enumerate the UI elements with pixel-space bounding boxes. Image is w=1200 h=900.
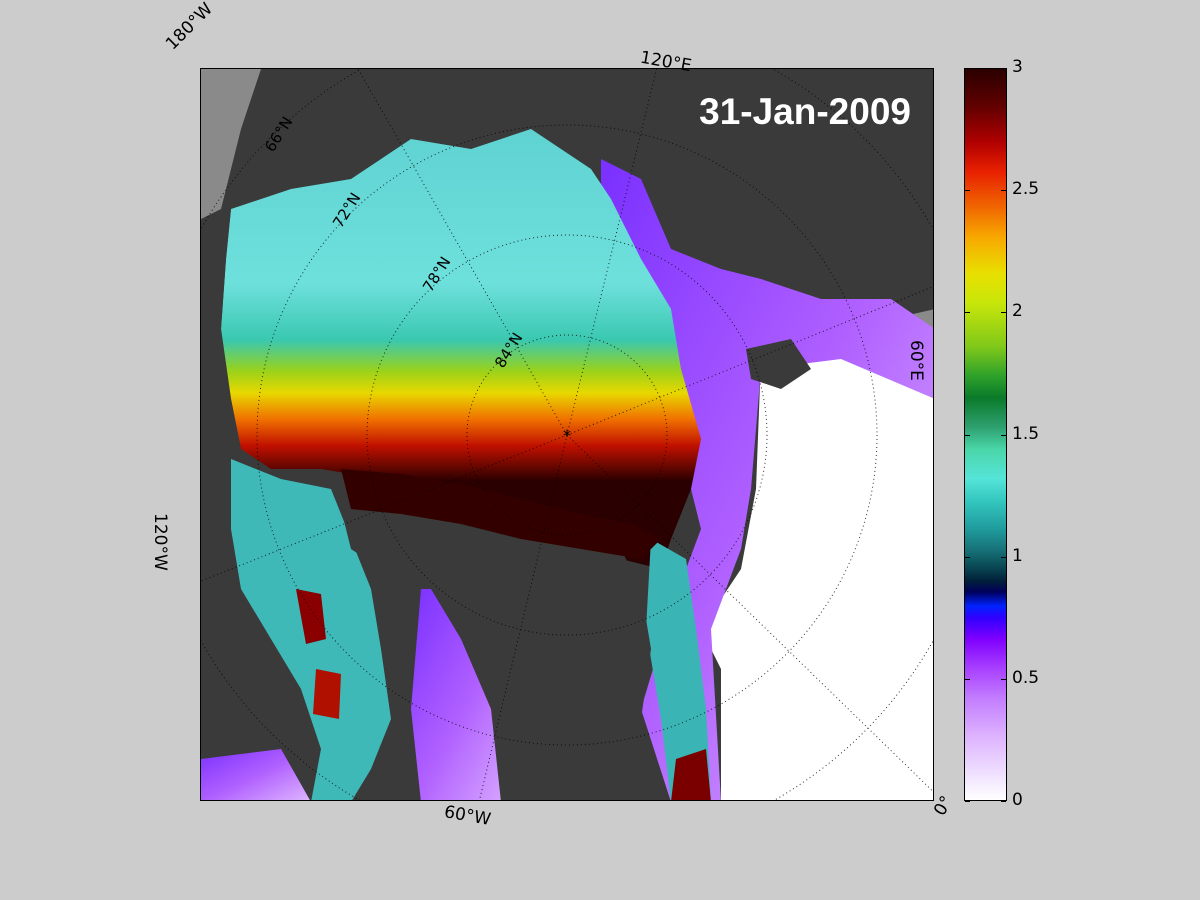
- colorbar-tick-mark: [965, 190, 970, 192]
- colorbar-tick-mark: [965, 312, 970, 314]
- pole-marker: *: [563, 426, 571, 445]
- colorbar-tick-mark: [1001, 312, 1006, 314]
- lon-label-0: 0°: [930, 792, 958, 820]
- colorbar-tick-mark: [1001, 434, 1006, 436]
- colorbar-tick-mark: [1001, 678, 1006, 680]
- colorbar-tick-label: 1.5: [1012, 423, 1040, 444]
- east-greenland-ice: [646, 539, 711, 800]
- colorbar-tick-mark: [965, 678, 970, 680]
- colorbar-tick-mark: [1001, 68, 1006, 69]
- thick-ice-archipelago: [296, 589, 326, 644]
- colorbar-tick-label: 0: [1012, 790, 1023, 810]
- colorbar-tick-mark: [1001, 801, 1006, 802]
- graticule: [201, 69, 933, 800]
- colorbar-tick-mark: [965, 556, 970, 558]
- greenland-land: [341, 499, 651, 800]
- colorbar-tick-mark: [965, 801, 970, 802]
- east-greenland-thick: [671, 749, 711, 800]
- colorbar-tick-label: 0.5: [1012, 667, 1040, 688]
- lon-label-60w: 60°W: [442, 802, 493, 830]
- lon-label-120w: 120°W: [150, 513, 170, 571]
- lon-label-60e: 60°E: [906, 340, 926, 381]
- svalbard-land: [746, 339, 811, 389]
- siberia-land: [631, 69, 933, 299]
- lon-label-180w: 180°W: [162, 0, 217, 55]
- colorbar-tick-mark: [1001, 190, 1006, 192]
- colorbar-tick-mark: [1001, 556, 1006, 558]
- colorbar-tick-mark: [965, 68, 970, 69]
- thick-ice-archipelago-2: [313, 669, 341, 719]
- ice-pack: [221, 129, 701, 569]
- colorbar-tick-label: 1: [1012, 545, 1023, 566]
- grey-area-nw: [201, 69, 261, 219]
- colorbar-tick-label: 3: [1012, 57, 1023, 77]
- thick-ice-north-greenland: [341, 469, 661, 559]
- date-label: 31-Jan-2009: [699, 91, 911, 132]
- colorbar-tick-label: 2: [1012, 301, 1023, 322]
- alaska-land: [201, 209, 241, 469]
- thin-ice-hudson: [201, 749, 310, 800]
- open-water: [701, 339, 933, 800]
- colorbar-tick-label: 2.5: [1012, 179, 1040, 200]
- colorbar-tick-mark: [965, 434, 970, 436]
- sea-ice-map: * 66°N 72°N 78°N 84°N 31-Jan-2009: [200, 68, 934, 801]
- colorbar: [964, 68, 1007, 801]
- map-canvas: * 66°N 72°N 78°N 84°N: [201, 69, 933, 800]
